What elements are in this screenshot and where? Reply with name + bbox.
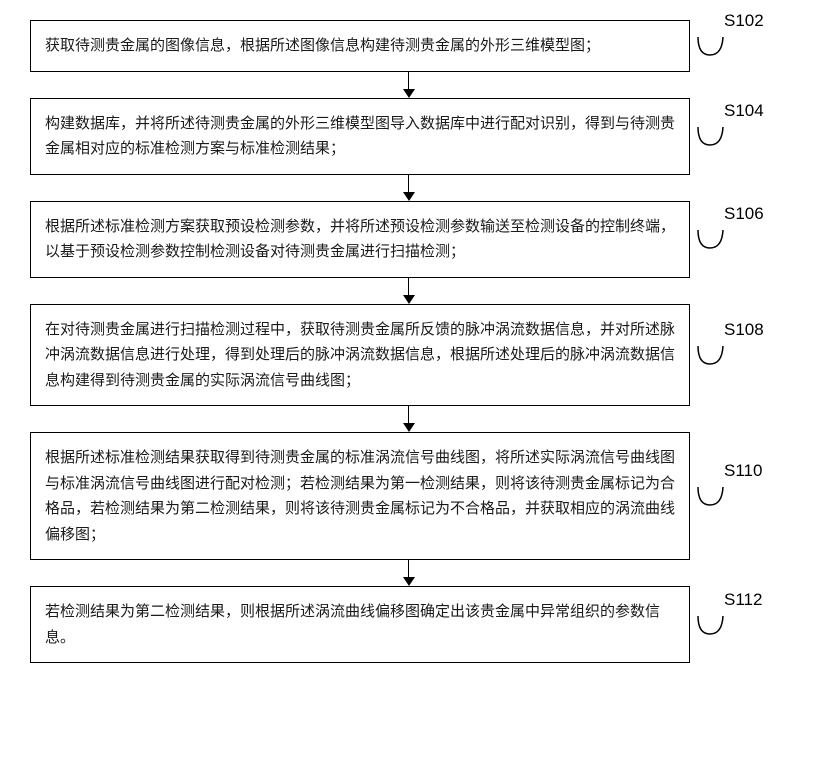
step-label: S102: [724, 11, 764, 31]
step-label: S108: [724, 320, 764, 340]
hook-icon: [696, 612, 726, 638]
step-label: S112: [724, 590, 762, 610]
step-label-wrap: S106: [696, 226, 726, 252]
flowchart-container: 获取待测贵金属的图像信息，根据所述图像信息构建待测贵金属的外形三维模型图；S10…: [30, 20, 787, 663]
arrow-down-icon: [79, 406, 739, 432]
flow-step: 若检测结果为第二检测结果，则根据所述涡流曲线偏移图确定出该贵金属中异常组织的参数…: [30, 586, 787, 663]
arrow-down-icon: [79, 278, 739, 304]
hook-icon: [696, 483, 726, 509]
step-box: 获取待测贵金属的图像信息，根据所述图像信息构建待测贵金属的外形三维模型图；: [30, 20, 690, 72]
step-box: 若检测结果为第二检测结果，则根据所述涡流曲线偏移图确定出该贵金属中异常组织的参数…: [30, 586, 690, 663]
step-label-wrap: S102: [696, 33, 726, 59]
step-label: S104: [724, 101, 764, 121]
hook-icon: [696, 123, 726, 149]
arrow-down-icon: [79, 72, 739, 98]
step-box: 在对待测贵金属进行扫描检测过程中，获取待测贵金属所反馈的脉冲涡流数据信息，并对所…: [30, 304, 690, 407]
step-label-wrap: S104: [696, 123, 726, 149]
step-label-wrap: S112: [696, 612, 726, 638]
step-box: 根据所述标准检测结果获取得到待测贵金属的标准涡流信号曲线图，将所述实际涡流信号曲…: [30, 432, 690, 560]
hook-icon: [696, 226, 726, 252]
flow-step: 根据所述标准检测方案获取预设检测参数，并将所述预设检测参数输送至检测设备的控制终…: [30, 201, 787, 278]
flow-step: 在对待测贵金属进行扫描检测过程中，获取待测贵金属所反馈的脉冲涡流数据信息，并对所…: [30, 304, 787, 407]
step-label: S106: [724, 204, 764, 224]
arrow-down-icon: [79, 175, 739, 201]
step-box: 根据所述标准检测方案获取预设检测参数，并将所述预设检测参数输送至检测设备的控制终…: [30, 201, 690, 278]
step-label-wrap: S110: [696, 483, 726, 509]
step-box: 构建数据库，并将所述待测贵金属的外形三维模型图导入数据库中进行配对识别，得到与待…: [30, 98, 690, 175]
flow-step: 根据所述标准检测结果获取得到待测贵金属的标准涡流信号曲线图，将所述实际涡流信号曲…: [30, 432, 787, 560]
hook-icon: [696, 33, 726, 59]
arrow-down-icon: [79, 560, 739, 586]
hook-icon: [696, 342, 726, 368]
step-label-wrap: S108: [696, 342, 726, 368]
flow-step: 构建数据库，并将所述待测贵金属的外形三维模型图导入数据库中进行配对识别，得到与待…: [30, 98, 787, 175]
step-label: S110: [724, 461, 762, 481]
flow-step: 获取待测贵金属的图像信息，根据所述图像信息构建待测贵金属的外形三维模型图；S10…: [30, 20, 787, 72]
